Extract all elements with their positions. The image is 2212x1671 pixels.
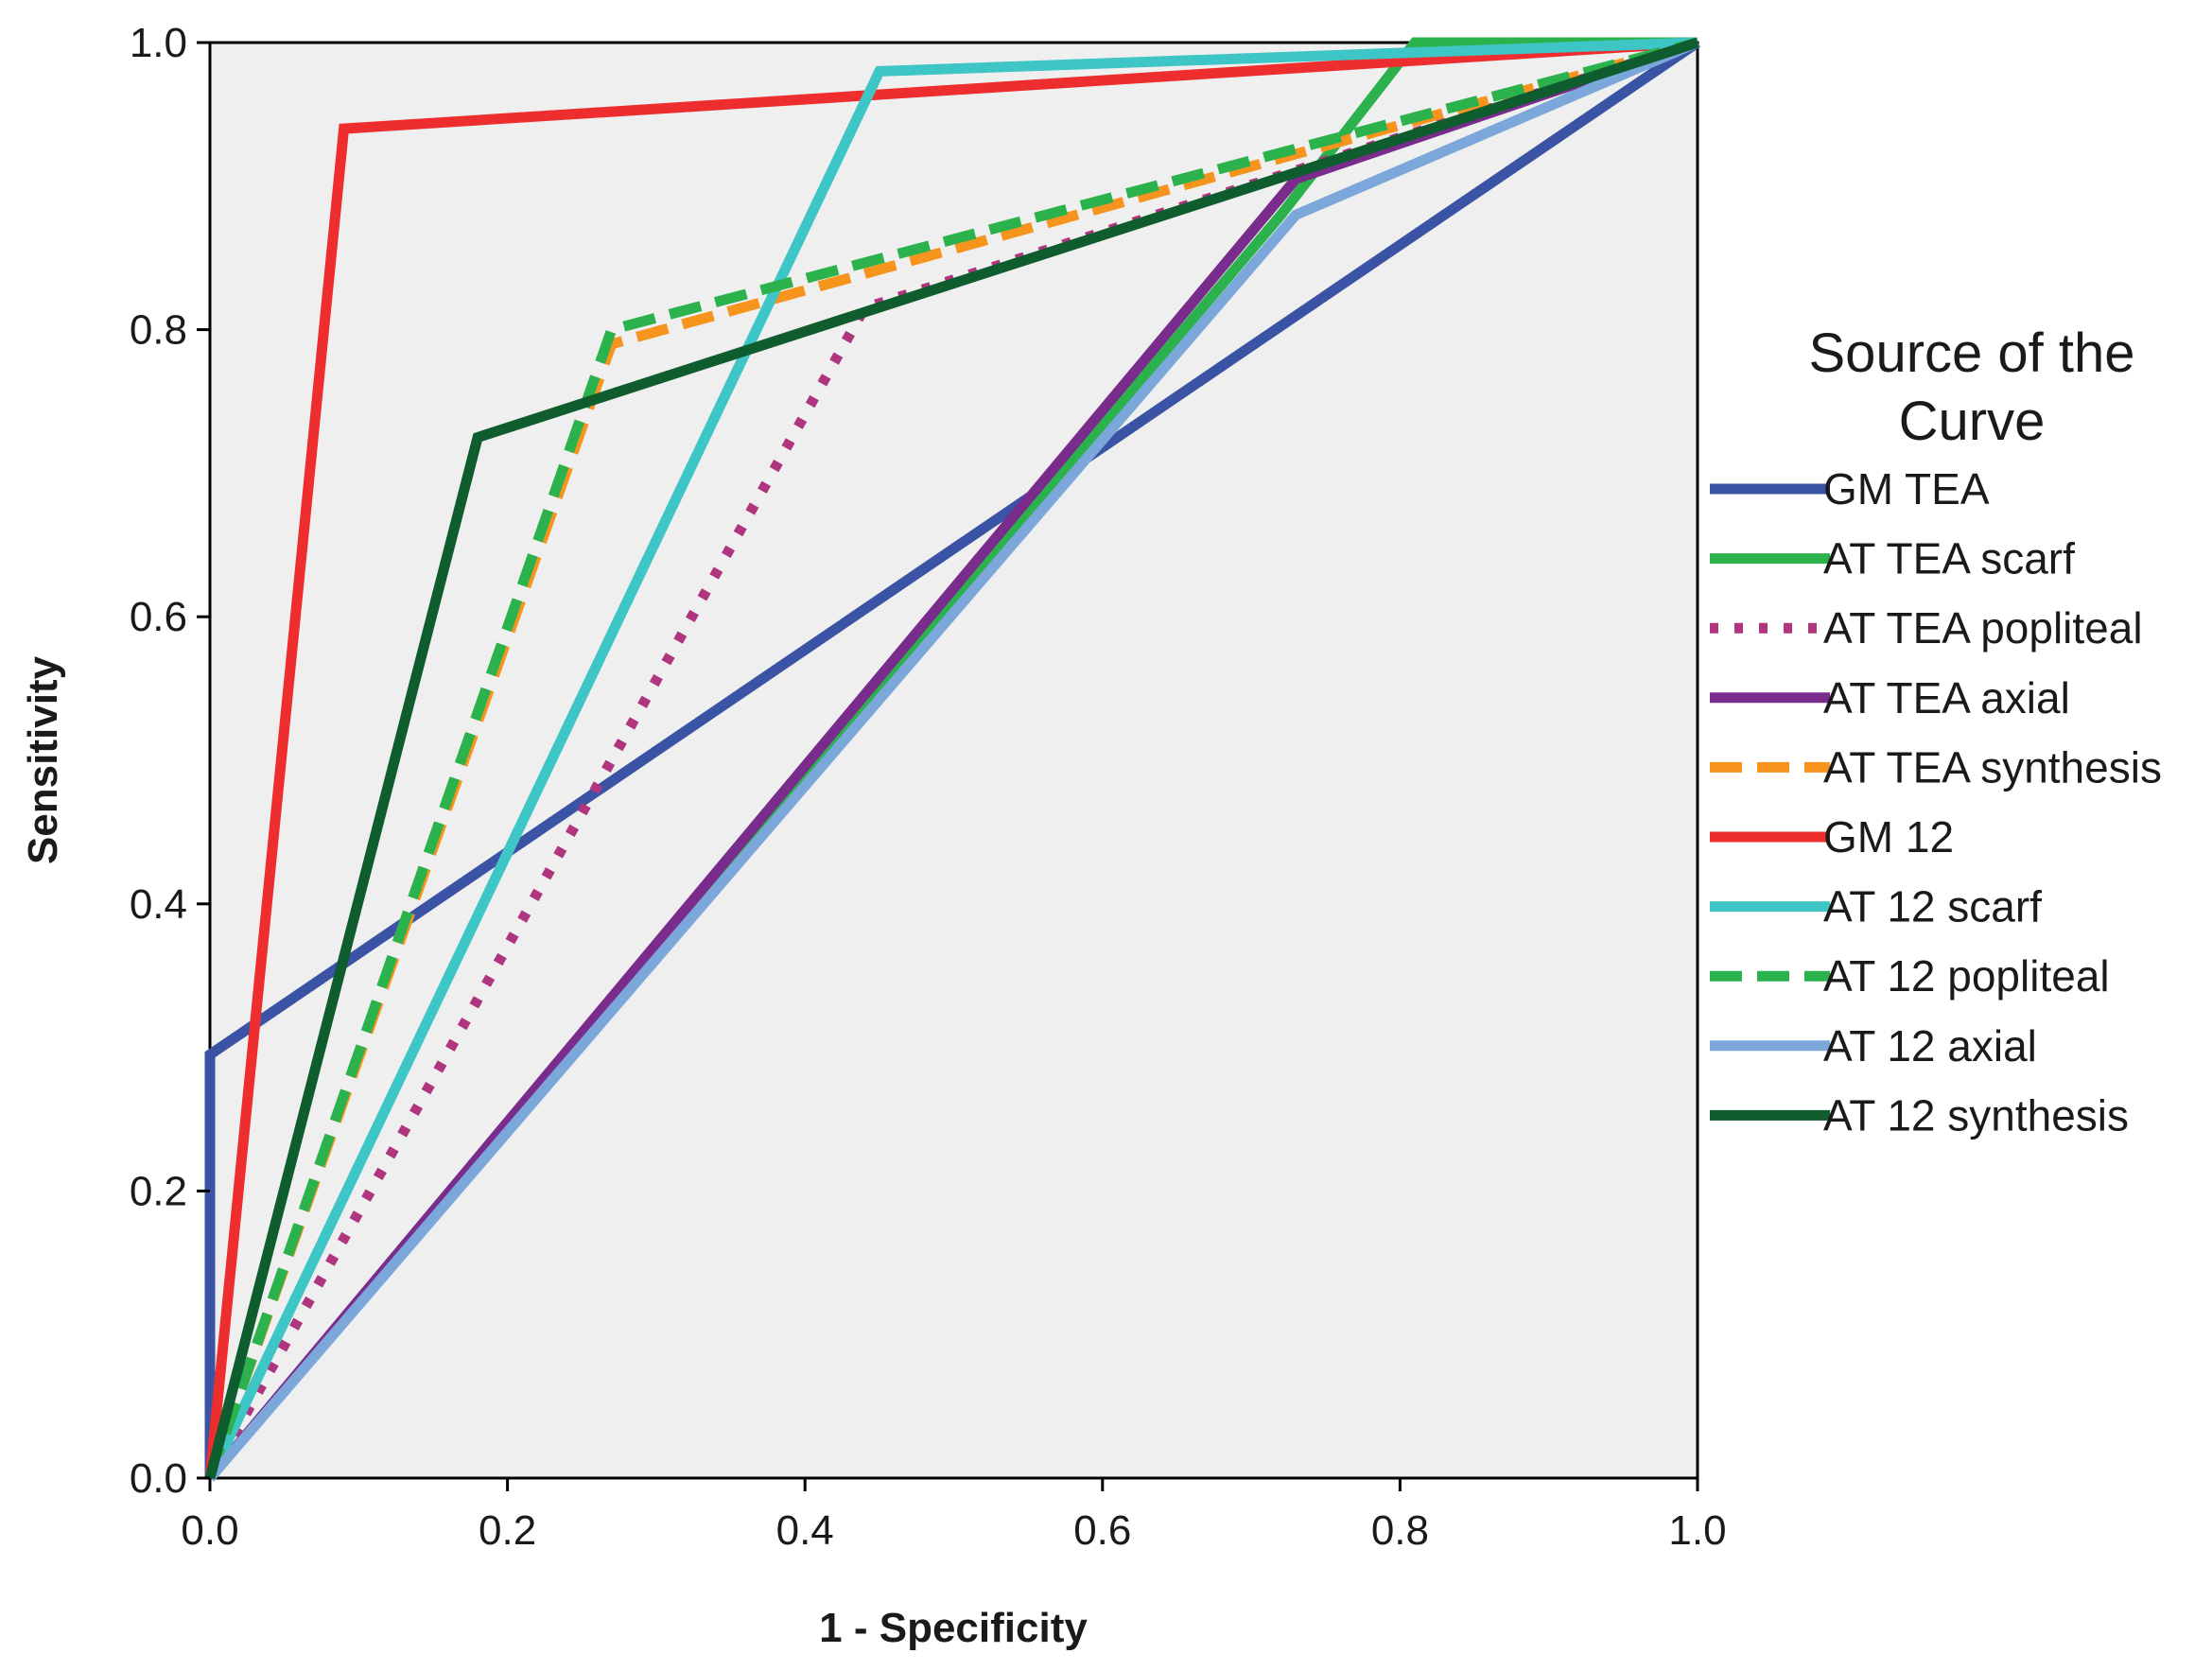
legend-items: GM TEA AT TEA scarf AT TEA popliteal AT TEA…: [1710, 464, 2162, 1140]
legend-label-gm-12: GM 12: [1823, 812, 1954, 862]
series-line-at-12-axial: [205, 37, 1700, 1482]
y-tick-label: 0.8: [130, 307, 187, 354]
x-axis-title: 1 - Specificity: [819, 1605, 1088, 1651]
legend-label-at-12-synthesis: AT 12 synthesis: [1823, 1090, 2129, 1140]
legend-title-line-1: Source of the: [1809, 322, 2135, 384]
x-tick-label: 0.6: [1073, 1507, 1131, 1554]
plot-area: [208, 41, 1699, 1480]
series-line-gm-12: [204, 37, 1698, 1479]
x-tick-label: 1.0: [1668, 1507, 1726, 1554]
series-line-gm-tea: [204, 38, 1701, 1478]
series-layer: [204, 37, 1701, 1482]
axes-layer: 0.0 0.2 0.4 0.6 0.8 1.0 0.0 0.2 0.4 0.6 0.8 1.0: [130, 20, 1727, 1554]
x-tick-label: 0.4: [776, 1507, 834, 1554]
y-tick-label: 1.0: [130, 20, 187, 66]
x-tick-label: 0.2: [479, 1507, 536, 1554]
series-line-at-12-popliteal: [204, 37, 1699, 1480]
y-tick-label: 0.0: [130, 1455, 187, 1502]
legend-title-line-2: Curve: [1899, 391, 2046, 452]
series-line-at-12-scarf: [205, 37, 1698, 1481]
legend-label-at-tea-axial: AT TEA axial: [1823, 673, 2070, 722]
y-tick-label: 0.6: [130, 594, 187, 640]
legend-label-at-12-popliteal: AT 12 popliteal: [1823, 951, 2110, 1001]
series-line-at-12-synthesis: [204, 37, 1699, 1480]
y-tick-label: 0.2: [130, 1168, 187, 1214]
x-tick-label: 0.8: [1371, 1507, 1429, 1554]
legend-label-at-tea-scarf: AT TEA scarf: [1823, 534, 2075, 583]
legend-label-at-tea-popliteal: AT TEA popliteal: [1823, 603, 2143, 653]
legend: Source of the Curve GM TEA AT TEA scarf AT…: [1710, 322, 2162, 1140]
legend-label-gm-tea: GM TEA: [1823, 464, 1990, 513]
legend-label-at-12-axial: AT 12 axial: [1823, 1021, 2037, 1070]
legend-label-at-12-scarf: AT 12 scarf: [1823, 882, 2042, 931]
y-axis-title: Sensitivity: [20, 655, 66, 864]
y-tick-label: 0.4: [130, 881, 187, 928]
x-tick-label: 0.0: [181, 1507, 238, 1554]
legend-label-at-tea-synthesis: AT TEA synthesis: [1823, 742, 2162, 792]
